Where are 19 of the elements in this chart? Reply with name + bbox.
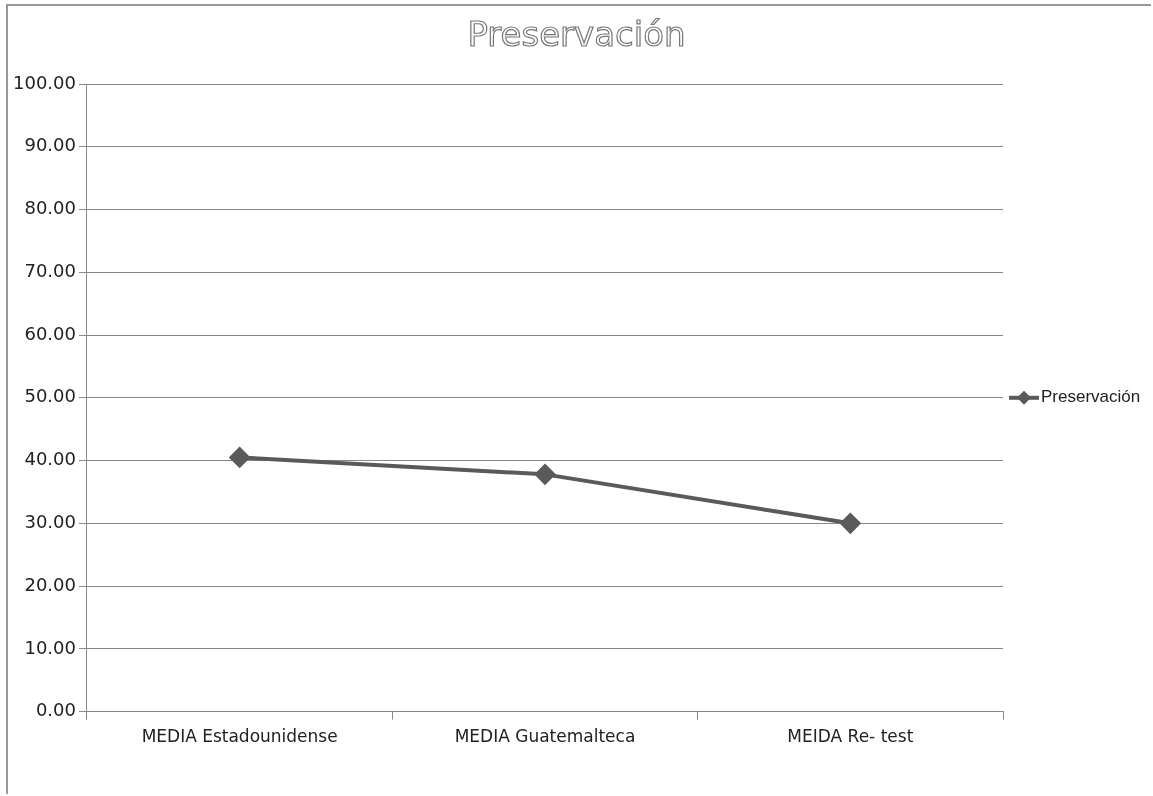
y-tick-label: 40.00 [24, 448, 76, 470]
point [534, 464, 555, 485]
y-tick-label: 0.00 [35, 699, 76, 721]
y-tick-label: 50.00 [24, 385, 76, 407]
y-tick-label: 10.00 [24, 636, 76, 658]
chart-title: Preservación [466, 14, 687, 54]
y-tick-label: 100.00 [13, 71, 76, 93]
x-tick-label: MEDIA Estadounidense [141, 726, 338, 747]
y-tick-label: 90.00 [24, 134, 76, 156]
y-tick-label: 30.00 [24, 510, 76, 532]
point [229, 447, 250, 468]
y-tick-label: 70.00 [24, 259, 76, 281]
y-tick-label: 80.00 [24, 197, 76, 219]
point [840, 513, 861, 534]
x-tick-label: MEDIA Guatemalteca [454, 726, 636, 747]
x-tick-label: MEIDA Re- test [787, 726, 914, 747]
y-tick-label: 60.00 [24, 322, 76, 344]
y-tick-label: 20.00 [24, 573, 76, 595]
legend-label: Preservación [1041, 387, 1141, 407]
